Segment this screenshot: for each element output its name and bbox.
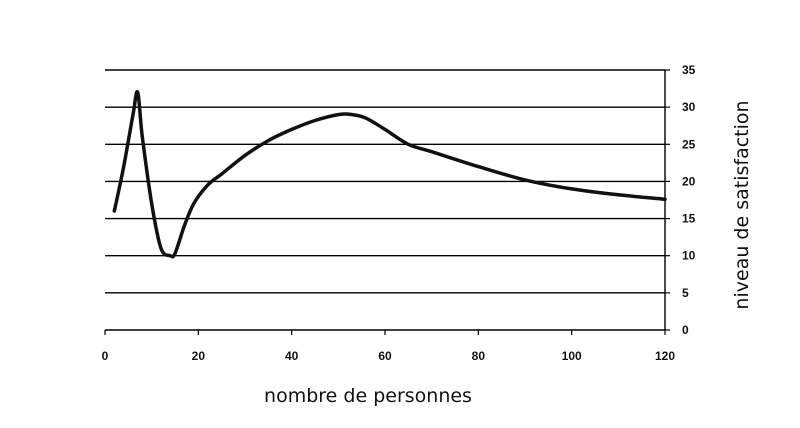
y-tick-label: 10 [682, 249, 696, 263]
x-tick-label: 120 [655, 349, 675, 363]
y-tick-label: 20 [682, 174, 696, 188]
series-line [112, 89, 667, 259]
y-tick-label: 0 [682, 323, 689, 337]
x-tick-label: 40 [285, 349, 299, 363]
y-tick-label: 25 [682, 137, 696, 151]
y-tick-label: 35 [682, 63, 696, 77]
y-tick-label: 5 [682, 286, 689, 300]
x-tick-label: 60 [378, 349, 392, 363]
x-tick-label: 0 [102, 349, 109, 363]
x-tick-label: 80 [472, 349, 486, 363]
y-tick-label: 30 [682, 100, 696, 114]
y-axis-label: niveau de satisfaction [731, 100, 753, 309]
x-axis-ticks: 0 20 40 60 80 100 120 [102, 330, 675, 363]
y-axis-ticks: 0 5 10 15 20 25 30 35 [665, 63, 696, 337]
x-tick-label: 20 [192, 349, 206, 363]
y-tick-label: 15 [682, 212, 696, 226]
gridlines [105, 69, 665, 294]
x-tick-label: 100 [562, 349, 582, 363]
x-axis-label: nombre de personnes [264, 385, 472, 407]
